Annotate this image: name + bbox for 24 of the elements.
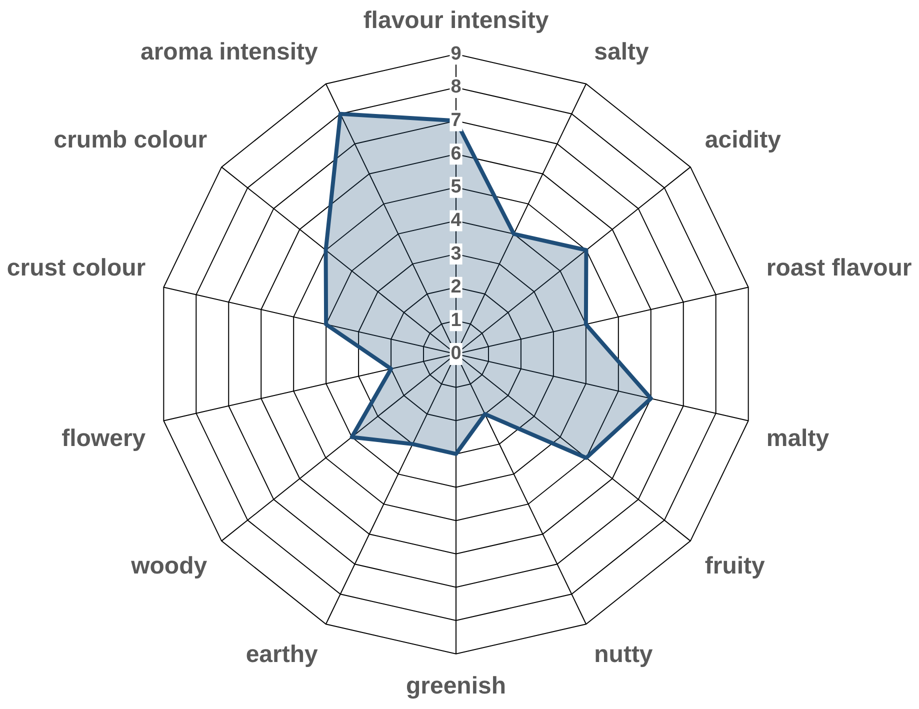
spoke-label: flowery bbox=[62, 424, 146, 452]
spoke-label: woody bbox=[130, 552, 208, 580]
y-tick-label: 4 bbox=[450, 210, 462, 231]
y-tick-label: 2 bbox=[450, 276, 462, 298]
spoke-label: aroma intensity bbox=[140, 38, 319, 66]
y-tick-label: 1 bbox=[450, 310, 462, 331]
spoke-label: nutty bbox=[594, 640, 654, 668]
spoke-label: greenish bbox=[406, 672, 506, 700]
spoke-label: malty bbox=[766, 424, 830, 452]
spoke-label: crust colour bbox=[6, 254, 146, 282]
spoke-label: flavour intensity bbox=[363, 6, 550, 34]
y-tick-label: 8 bbox=[450, 76, 462, 98]
y-tick-label: 7 bbox=[450, 110, 462, 132]
spoke-label: crumb colour bbox=[54, 126, 208, 154]
spoke-label: roast flavour bbox=[766, 254, 912, 282]
spoke-label: earthy bbox=[246, 640, 319, 668]
spoke-label: salty bbox=[594, 38, 650, 66]
y-tick-label: 6 bbox=[450, 143, 462, 164]
spoke-label: acidity bbox=[704, 126, 782, 154]
y-tick-label: 5 bbox=[450, 176, 462, 198]
y-tick-label: 0 bbox=[450, 343, 462, 364]
y-tick-label: 3 bbox=[450, 243, 462, 264]
y-tick-label: 9 bbox=[450, 43, 462, 64]
spoke-label: fruity bbox=[704, 552, 766, 580]
